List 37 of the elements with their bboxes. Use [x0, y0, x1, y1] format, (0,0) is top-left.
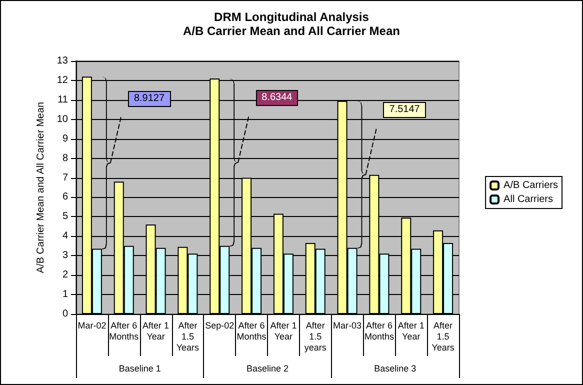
x-tick-label: After 1.5 Years: [432, 320, 455, 352]
y-tick-label: 9: [62, 133, 68, 144]
x-tick-label: After 6 Months: [364, 320, 394, 342]
y-tick-label: 10: [56, 114, 68, 125]
x-tick-label: After 1.5 years: [304, 320, 327, 352]
y-tick-label: 11: [58, 94, 68, 106]
legend-label: All Carriers: [504, 194, 553, 205]
y-tick-label: 12: [56, 74, 68, 86]
text: Baseline 1: [118, 364, 161, 374]
x-tick-label: After 6 Months: [236, 320, 267, 342]
chart-subtitle: A/B Carrier Mean and All Carrier Mean: [183, 24, 400, 38]
y-tick-label: 13: [56, 56, 68, 66]
y-tick-label: 4: [62, 230, 68, 242]
y-tick-label: 2: [62, 270, 68, 281]
y-axis-title: A/B Carrier Mean and All Carrier Mean: [35, 102, 46, 274]
y-tick-label: 7: [62, 172, 68, 184]
annotation: 8.9127: [128, 90, 171, 107]
annotation: 7.5147: [383, 102, 426, 118]
text: Baseline 3: [374, 364, 416, 374]
x-tick-label: Mar-02: [78, 320, 106, 330]
y-tick-label: 8: [62, 152, 68, 164]
annotation: 8.6344: [256, 90, 298, 106]
x-tick-label: After 1 Year: [270, 320, 297, 342]
chart-title: DRM Longitudinal Analysis: [214, 10, 370, 24]
x-tick-label: After 1.5 Years: [176, 320, 200, 352]
legend-label: A/B Carriers: [504, 180, 558, 191]
x-tick-label: After 6 Months: [109, 320, 140, 342]
text: Baseline 2: [246, 364, 289, 374]
x-tick-label: After 1 Year: [398, 320, 424, 342]
x-tick-label: Mar-03: [333, 320, 362, 330]
y-tick-label: 6: [62, 192, 68, 203]
x-tick-label: Sep-02: [205, 320, 234, 330]
y-tick-label: 1: [62, 289, 68, 300]
x-tick-label: After 1 Year: [142, 320, 170, 342]
y-tick-label: 0: [62, 308, 68, 320]
y-tick-label: 5: [62, 211, 68, 222]
y-tick-label: 3: [62, 250, 68, 262]
